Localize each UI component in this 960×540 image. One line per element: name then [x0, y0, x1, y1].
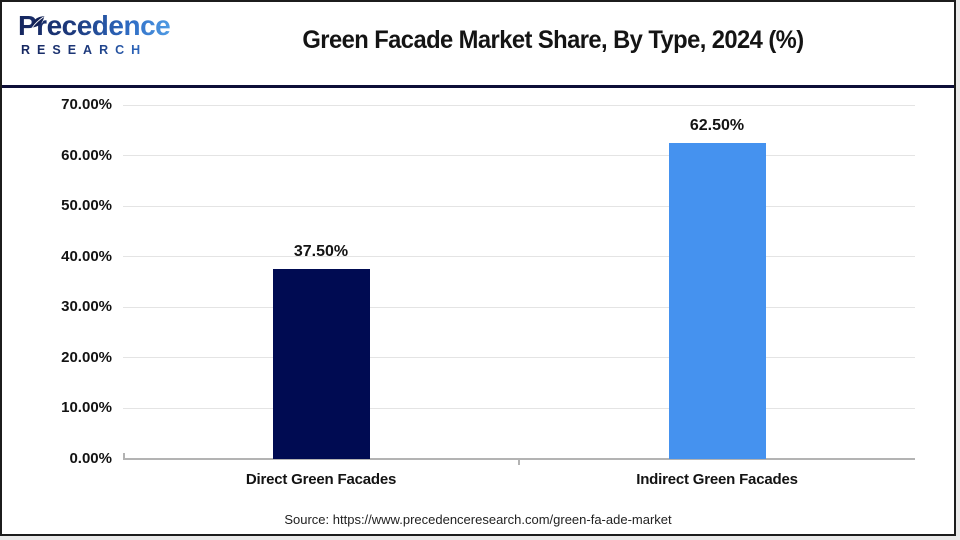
gridline: [123, 357, 915, 359]
header: Precedence RESEARCH Green Facade Market …: [2, 2, 954, 85]
gridline: [123, 256, 915, 258]
y-axis-tick-label: 50.00%: [61, 197, 112, 215]
gridline: [123, 205, 915, 207]
x-axis-line: [123, 458, 915, 460]
bar-value-label: 37.50%: [293, 243, 349, 261]
gridline: [123, 155, 915, 157]
y-axis-tick-label: 60.00%: [61, 146, 112, 164]
logo-wordmark: Precedence: [18, 11, 178, 41]
y-axis-tick-label: 40.00%: [61, 247, 112, 265]
precedence-research-logo: Precedence RESEARCH: [18, 11, 178, 73]
gridline: [123, 104, 915, 106]
y-axis-tick-label: 10.00%: [61, 399, 112, 417]
logo-subtitle: RESEARCH: [18, 43, 178, 57]
header-divider: [2, 85, 954, 88]
leaf-icon: [31, 16, 45, 28]
gridline: [123, 306, 915, 308]
y-axis-tick-label: 70.00%: [61, 96, 112, 113]
chart-title: Green Facade Market Share, By Type, 2024…: [302, 26, 804, 54]
gridline: [123, 407, 915, 409]
axis-tick-mid: [518, 460, 520, 465]
y-axis-tick-label: 20.00%: [61, 348, 112, 366]
x-axis-category-label: Direct Green Facades: [245, 471, 397, 488]
y-axis-tick-label: 30.00%: [61, 298, 112, 316]
x-axis-category-label: Indirect Green Facades: [636, 471, 798, 488]
bar-indirect-green-facades: [668, 142, 766, 459]
bar-value-label: 62.50%: [689, 116, 745, 134]
source-text: Source: https://www.precedenceresearch.c…: [284, 512, 672, 527]
bar-direct-green-facades: [272, 269, 370, 459]
y-axis-tick-label: 0.00%: [69, 450, 112, 467]
bar-chart: 70.00% 60.00% 50.00% 40.00% 30.00% 20.00% 10.0…: [2, 88, 954, 534]
axis-tick-left: [123, 453, 125, 458]
